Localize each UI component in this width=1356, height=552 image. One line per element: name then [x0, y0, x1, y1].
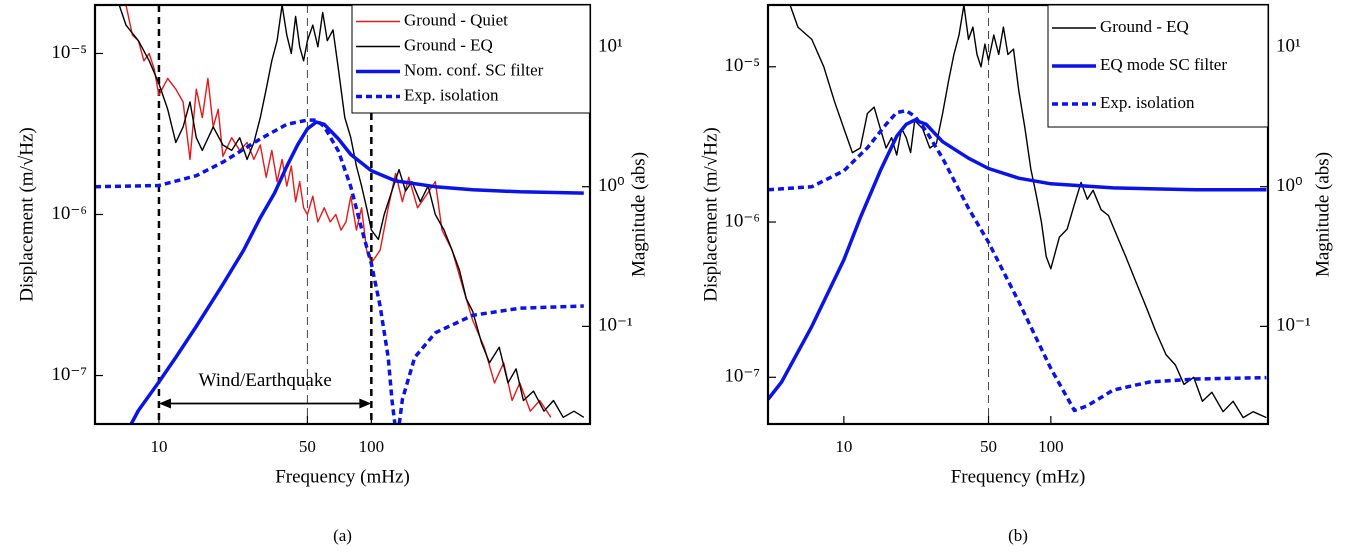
x-axis-label: Frequency (mHz): [275, 466, 410, 487]
axes-frame: [766, 3, 1270, 426]
series-line: [95, 118, 584, 424]
y-axis-label: Displacement (m/√Hz): [16, 127, 37, 302]
plot-area: [768, 5, 1267, 424]
x-tick-label: 10: [835, 437, 852, 456]
legend-label: Exp. isolation: [404, 85, 499, 104]
y-tick-label: 10⁻⁷: [51, 364, 87, 385]
y2-tick-label: 10⁰: [598, 175, 625, 196]
y2-axis-label: Magnitude (abs): [628, 152, 649, 277]
y-tick-label: 10⁻⁶: [51, 203, 87, 224]
x-axis-label: Frequency (mHz): [951, 466, 1086, 487]
y-tick-label: 10⁻⁵: [51, 42, 87, 63]
series-line: [768, 108, 1267, 413]
x-tick-label: 100: [359, 437, 385, 456]
x-tick-label: 100: [1038, 437, 1064, 456]
series-line: [129, 120, 584, 424]
legend-label: Exp. isolation: [1100, 93, 1195, 112]
y2-tick-label: 10⁰: [1276, 175, 1303, 196]
series-line: [125, 5, 552, 418]
legend-label: Nom. conf. SC filter: [404, 60, 544, 79]
legend-label: Ground - EQ: [404, 35, 493, 54]
legend-label: Ground - EQ: [1100, 17, 1189, 36]
annotation-text: Wind/Earthquake: [199, 370, 332, 391]
series-line: [118, 5, 585, 418]
plot-area: [95, 5, 585, 424]
series-line: [768, 118, 1267, 401]
x-tick-label: 10: [150, 437, 167, 456]
y-tick-label: 10⁻⁵: [724, 55, 760, 76]
series-line: [789, 5, 1267, 419]
y2-axis-label: Magnitude (abs): [1312, 152, 1333, 277]
y-tick-label: 10⁻⁷: [724, 366, 760, 387]
y-tick-label: 10⁻⁶: [724, 210, 760, 231]
legend-label: EQ mode SC filter: [1100, 55, 1227, 74]
y-axis-label: Displacement (m/√Hz): [700, 127, 721, 302]
x-tick-label: 50: [299, 437, 316, 456]
y2-tick-label: 10¹: [1276, 35, 1301, 56]
y2-tick-label: 10⁻¹: [1276, 315, 1311, 336]
caption: (b): [1008, 526, 1028, 545]
y2-tick-label: 10⁻¹: [598, 315, 633, 336]
x-tick-label: 50: [980, 437, 997, 456]
legend-label: Ground - Quiet: [404, 10, 508, 29]
y2-tick-label: 10¹: [598, 35, 623, 56]
caption: (a): [333, 526, 352, 545]
